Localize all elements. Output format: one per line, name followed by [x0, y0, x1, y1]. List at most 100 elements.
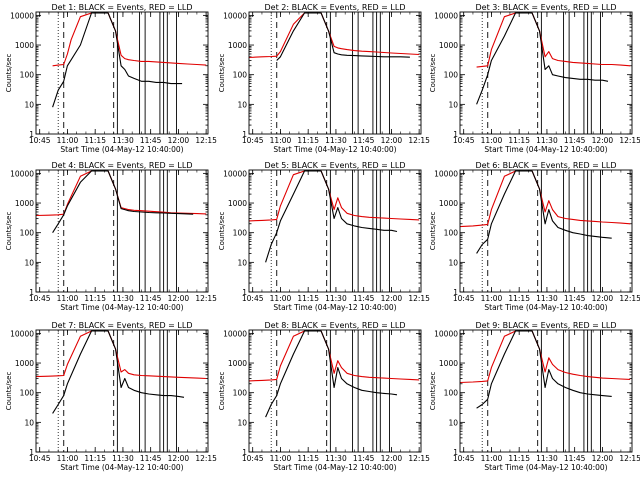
x-tick-label: 11:00 — [57, 294, 79, 303]
y-tick-label: 1000 — [228, 41, 247, 50]
x-tick-label: 12:15 — [195, 136, 217, 145]
panel-data — [460, 330, 631, 452]
x-tick-label: 10:45 — [29, 294, 51, 303]
panel-title: Det 3: BLACK = Events, RED = LLD — [476, 3, 617, 12]
series-lld-line — [460, 170, 631, 228]
y-tick-label: 1000 — [228, 359, 247, 368]
y-tick-label: 10 — [24, 418, 34, 427]
panel-det-9: 1 10 100 1000 10000 10:45 11:00 11:15 11:30 11:45… — [429, 321, 640, 472]
plot-frame — [35, 169, 209, 293]
x-tick-label: 12:15 — [195, 294, 217, 303]
x-tick-label: 12:00 — [381, 294, 403, 303]
x-axis-label: Start Time (04-May-12 10:40:00) — [273, 145, 396, 154]
series-events-line — [476, 170, 612, 254]
y-tick-label: 10000 — [10, 169, 34, 178]
panel-data — [249, 12, 420, 134]
y-tick-label: 10000 — [434, 11, 458, 20]
x-tick-label: 10:45 — [29, 454, 51, 463]
x-tick-label: 12:00 — [592, 294, 614, 303]
panel-title: Det 8: BLACK = Events, RED = LLD — [265, 321, 406, 330]
x-axis-label: Start Time (04-May-12 10:40:00) — [273, 463, 396, 472]
plot-frame — [35, 329, 209, 453]
x-tick-label: 11:15 — [84, 454, 106, 463]
y-tick-label: 10000 — [10, 329, 34, 338]
series-lld-line — [249, 170, 420, 222]
y-tick-label: 10 — [448, 418, 458, 427]
y-tick-label: 100 — [233, 389, 248, 398]
panel-data — [249, 170, 420, 292]
x-tick-label: 11:15 — [84, 136, 106, 145]
x-tick-label: 11:45 — [140, 294, 162, 303]
x-tick-label: 10:45 — [29, 136, 51, 145]
x-tick-label: 11:30 — [536, 294, 558, 303]
y-tick-label: 10000 — [434, 329, 458, 338]
y-tick-label: 1000 — [15, 41, 34, 50]
x-tick-label: 12:15 — [619, 136, 640, 145]
series-events-line — [52, 12, 183, 108]
x-tick-label: 11:00 — [270, 454, 292, 463]
panel-title: Det 5: BLACK = Events, RED = LLD — [265, 161, 406, 170]
y-tick-label: 1 — [242, 288, 247, 297]
panel-det-1: 1 10 100 1000 10000 10:45 11:00 11:15 11:30 11:45… — [5, 3, 217, 154]
y-tick-label: 1000 — [439, 359, 458, 368]
x-tick-label: 12:15 — [408, 136, 430, 145]
y-axis-label: Counts/sec — [429, 54, 437, 93]
panel-det-2: 1 10 100 1000 10000 10:45 11:00 11:15 11:30 11:45… — [218, 3, 430, 154]
y-axis-label: Counts/sec — [429, 212, 437, 251]
plot-frame — [35, 11, 209, 135]
x-tick-label: 12:00 — [381, 136, 403, 145]
panel-data — [249, 330, 420, 452]
panel-det-5: 1 10 100 1000 10000 10:45 11:00 11:15 11:30 11:45… — [218, 161, 430, 312]
plot-frame — [459, 169, 633, 293]
panel-data — [476, 12, 631, 134]
series-events-line — [265, 170, 398, 263]
series-events-line — [52, 170, 194, 233]
panel-det-4: 1 10 100 1000 10000 10:45 11:00 11:15 11:30 11:45… — [5, 161, 217, 312]
y-axis-label: Counts/sec — [218, 372, 226, 411]
panel-data — [36, 170, 207, 292]
x-axis-label: Start Time (04-May-12 10:40:00) — [273, 303, 396, 312]
y-tick-label: 10000 — [10, 11, 34, 20]
plot-frame — [459, 329, 633, 453]
y-tick-label: 100 — [233, 71, 248, 80]
x-tick-label: 11:30 — [325, 136, 347, 145]
y-axis-label: Counts/sec — [5, 372, 13, 411]
panel-det-8: 1 10 100 1000 10000 10:45 11:00 11:15 11:30 11:45… — [218, 321, 430, 472]
x-tick-label: 11:00 — [481, 294, 503, 303]
x-tick-label: 11:30 — [536, 454, 558, 463]
x-tick-label: 11:30 — [325, 454, 347, 463]
series-events-line — [265, 330, 398, 418]
y-tick-label: 10 — [448, 258, 458, 267]
panel-title: Det 1: BLACK = Events, RED = LLD — [52, 3, 193, 12]
x-tick-label: 10:45 — [242, 454, 264, 463]
y-axis-label: Counts/sec — [429, 372, 437, 411]
plot-frame — [459, 11, 633, 135]
x-tick-label: 12:00 — [381, 454, 403, 463]
x-tick-label: 11:00 — [481, 136, 503, 145]
y-tick-label: 1000 — [439, 199, 458, 208]
x-tick-label: 11:00 — [270, 294, 292, 303]
y-tick-label: 1000 — [15, 199, 34, 208]
x-tick-label: 11:15 — [84, 294, 106, 303]
y-tick-label: 1 — [29, 288, 34, 297]
x-axis-label: Start Time (04-May-12 10:40:00) — [484, 303, 607, 312]
x-tick-label: 10:45 — [453, 136, 475, 145]
y-tick-label: 10000 — [434, 169, 458, 178]
y-tick-label: 10 — [237, 100, 247, 109]
y-tick-label: 100 — [20, 71, 35, 80]
y-axis-label: Counts/sec — [5, 54, 13, 93]
x-tick-label: 12:15 — [195, 454, 217, 463]
x-axis-label: Start Time (04-May-12 10:40:00) — [484, 463, 607, 472]
series-events-line — [476, 12, 609, 105]
x-tick-label: 11:15 — [508, 454, 530, 463]
series-events-line — [276, 12, 410, 61]
y-tick-label: 1000 — [439, 41, 458, 50]
panel-title: Det 9: BLACK = Events, RED = LLD — [476, 321, 617, 330]
x-tick-label: 11:45 — [353, 454, 375, 463]
x-tick-label: 12:15 — [619, 454, 640, 463]
y-tick-label: 1 — [242, 130, 247, 139]
series-lld-line — [36, 330, 207, 380]
x-tick-label: 10:45 — [242, 294, 264, 303]
plot-frame — [248, 329, 422, 453]
panel-title: Det 4: BLACK = Events, RED = LLD — [52, 161, 193, 170]
